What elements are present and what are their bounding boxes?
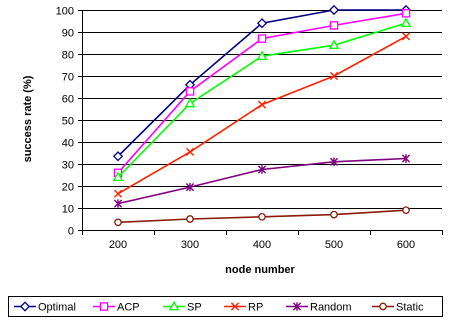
legend-label: Static [396,302,424,314]
y-tick-label: 40 [62,138,74,150]
data-point-static [114,218,122,227]
y-tick-label: 90 [62,28,74,40]
legend-label: Optimal [38,302,76,314]
data-point-sp [328,39,340,50]
legend-marker-sp [168,300,180,311]
data-point-sp [112,171,124,182]
series-static [114,206,410,227]
legend-item-rp: RP [224,302,263,314]
x-axis-title: node number [225,264,295,276]
x-tick-label: 600 [397,239,415,251]
data-point-acp [401,9,411,18]
y-tick-label: 10 [62,204,74,216]
x-tick-label: 400 [253,239,271,251]
legend-item-sp: SP [163,300,202,314]
series-group [112,4,412,227]
grid-lines [78,10,442,231]
legend: Optimal ACP SP RP Random Static [14,300,424,314]
legend-label: ACP [117,302,140,314]
legend-label: Random [310,302,352,314]
y-tick-label: 60 [62,94,74,106]
x-tick-label: 500 [325,239,343,251]
series-line-optimal [117,9,406,157]
series-line-sp [117,22,407,178]
x-tick-label: 300 [181,239,199,251]
legend-marker-random [292,302,302,311]
data-point-rp [257,100,267,109]
y-tick-label: 20 [62,182,74,194]
series-line-random [117,157,407,205]
y-tick-label: 30 [62,160,74,172]
series-optimal [112,4,412,162]
data-point-static [402,206,410,215]
data-point-rp [185,147,195,156]
data-point-acp [329,21,339,30]
series-rp [113,32,411,198]
x-tick-label: 200 [109,239,127,251]
data-point-random [401,154,411,163]
y-tick-label: 70 [62,72,74,84]
data-point-random [257,165,267,174]
legend-marker-rp [230,302,240,311]
data-point-static [186,215,194,223]
data-point-sp [400,17,412,28]
data-point-optimal [112,151,124,162]
axes [82,10,443,235]
data-point-rp [113,189,123,198]
legend-marker-static [379,302,387,311]
data-point-static [258,212,266,221]
data-point-acp [185,87,195,96]
data-point-rp [401,32,411,41]
data-point-acp [257,34,267,43]
data-point-random [185,182,195,192]
legend-label: RP [248,302,263,314]
y-axis-title: success rate (%) [22,75,34,162]
data-point-random [113,199,123,208]
data-point-optimal [328,4,340,16]
legend-item-static: Static [372,302,424,314]
data-point-optimal [256,18,268,29]
series-sp [112,17,412,182]
series-random [113,154,411,208]
legend-item-optimal: Optimal [14,301,76,314]
y-tick-label: 80 [62,50,74,62]
y-tick-label: 0 [68,226,74,238]
legend-marker-acp [99,302,109,311]
data-point-sp [184,97,196,108]
tick-labels: 0 10 20 30 40 50 60 70 80 90 100 200 300 400 500 600 [56,6,416,252]
y-tick-label: 50 [62,116,74,128]
data-point-rp [329,71,339,81]
legend-label: SP [187,302,202,314]
series-acp [113,9,411,178]
legend-item-random: Random [286,302,352,314]
data-point-static [330,210,338,219]
legend-item-acp: ACP [93,302,140,314]
y-tick-label: 100 [56,6,74,18]
data-point-sp [256,50,268,61]
data-point-random [329,157,339,166]
legend-marker-optimal [19,301,31,312]
